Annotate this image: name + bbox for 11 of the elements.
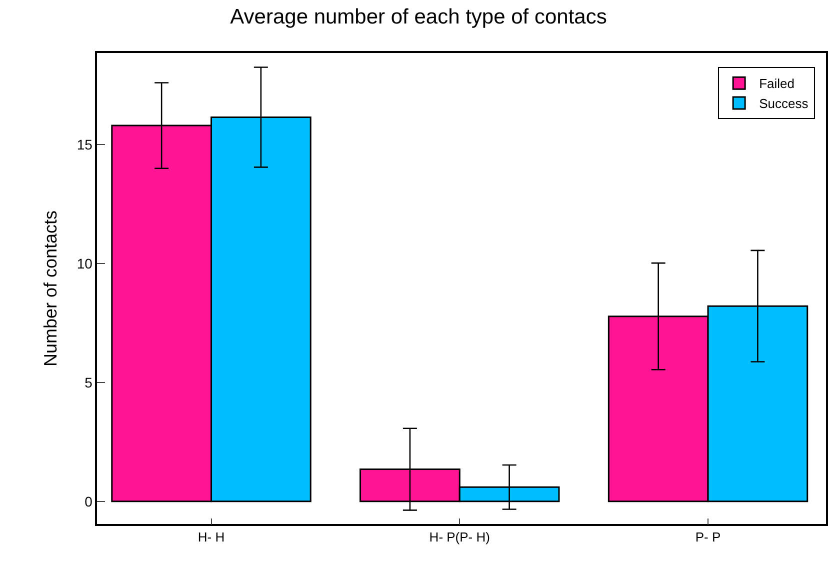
y-axis-title: Number of contacts bbox=[40, 210, 61, 367]
x-tick-label: P- P bbox=[695, 529, 721, 544]
x-tick-label: H- P(P- H) bbox=[429, 529, 490, 544]
legend-label: Failed bbox=[759, 76, 794, 92]
x-tick-label: H- H bbox=[198, 529, 225, 544]
legend-label: Success bbox=[759, 96, 809, 112]
y-tick-label: 10 bbox=[76, 255, 93, 272]
y-tick-label: 5 bbox=[84, 374, 93, 390]
y-tick-label: 15 bbox=[76, 136, 93, 152]
y-tick-label: 0 bbox=[84, 493, 93, 510]
chart-title: Average number of each type of contacs bbox=[230, 5, 607, 28]
